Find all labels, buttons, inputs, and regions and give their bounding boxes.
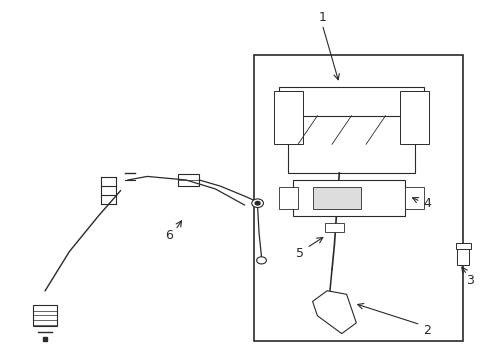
Bar bbox=[457, 249, 468, 265]
Text: 6: 6 bbox=[165, 229, 173, 242]
Circle shape bbox=[256, 257, 266, 264]
Circle shape bbox=[251, 199, 263, 207]
Text: 3: 3 bbox=[465, 274, 472, 287]
Text: 2: 2 bbox=[422, 324, 430, 337]
Bar bbox=[399, 91, 428, 144]
Bar bbox=[404, 187, 424, 208]
Polygon shape bbox=[312, 291, 356, 334]
Bar bbox=[278, 87, 424, 116]
Bar bbox=[324, 223, 344, 232]
Bar bbox=[292, 180, 404, 216]
Text: 4: 4 bbox=[422, 197, 430, 210]
Bar bbox=[273, 91, 302, 144]
Bar bbox=[33, 305, 57, 327]
Text: 5: 5 bbox=[296, 247, 304, 260]
Text: 1: 1 bbox=[318, 11, 325, 24]
Bar bbox=[455, 243, 469, 249]
Bar bbox=[287, 109, 414, 173]
Bar bbox=[278, 187, 297, 208]
Bar bbox=[312, 187, 361, 208]
Circle shape bbox=[255, 202, 260, 205]
Bar bbox=[254, 55, 462, 341]
Bar bbox=[178, 174, 199, 186]
